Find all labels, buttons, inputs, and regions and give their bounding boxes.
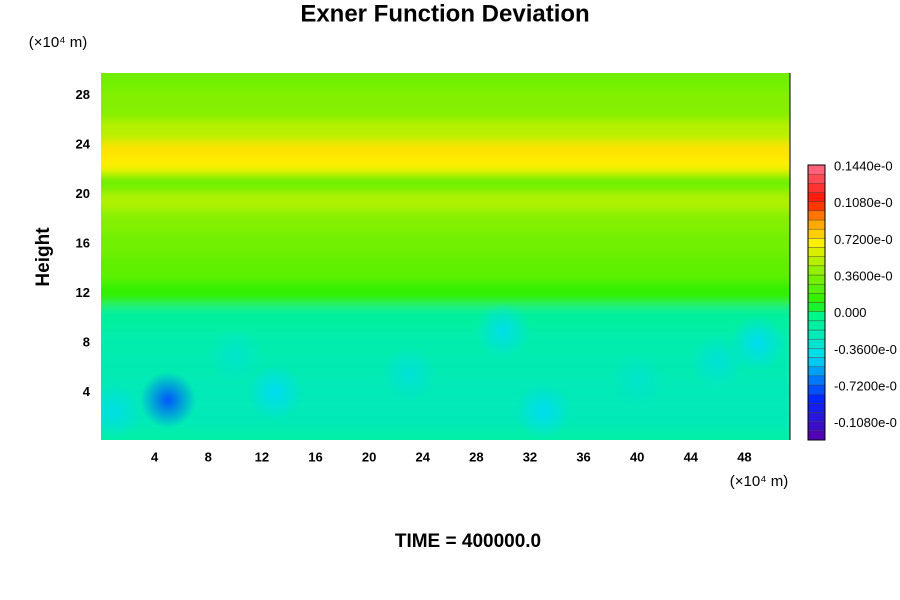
colorbar-cell xyxy=(807,256,826,267)
field-band xyxy=(101,173,790,192)
colorbar-cell xyxy=(807,311,826,322)
time-label: TIME = 400000.0 xyxy=(395,531,541,552)
x-tick-label: 20 xyxy=(362,449,376,464)
x-tick-label: 16 xyxy=(308,449,322,464)
field-spot xyxy=(101,383,143,440)
field-spot xyxy=(475,302,532,359)
field-layers xyxy=(101,73,790,440)
field-band xyxy=(101,142,790,158)
y-tick-label: 4 xyxy=(83,384,91,399)
x-unit: (×10⁴ m) xyxy=(730,473,789,490)
colorbar: 0.1440e-0 0.1080e-0 0.7200e-0 0.3600e-0 0.00… xyxy=(807,158,897,441)
x-tick-label: 44 xyxy=(684,449,699,464)
colorbar-cell xyxy=(807,219,826,230)
colorbar-cell xyxy=(807,201,826,212)
colorbar-tick-label: -0.1080e-0 xyxy=(834,415,897,430)
y-tick-label: 24 xyxy=(76,137,91,152)
y-tick-label: 8 xyxy=(83,335,90,350)
colorbar-cell xyxy=(807,247,826,257)
colorbar-cell xyxy=(807,357,826,367)
x-tick-label: 48 xyxy=(737,449,751,464)
x-tick-label: 24 xyxy=(415,449,430,464)
colorbar-cell xyxy=(807,274,826,285)
colorbar-cell xyxy=(807,164,826,175)
colorbar-cell xyxy=(807,283,826,294)
chart-title: Exner Function Deviation xyxy=(300,0,589,27)
colorbar-cell xyxy=(807,265,826,276)
colorbar-cell xyxy=(807,192,826,202)
field-spot xyxy=(689,333,746,390)
field-band xyxy=(101,256,790,282)
colorbar-cell xyxy=(807,393,826,404)
field-band xyxy=(101,281,790,306)
colorbar-cell xyxy=(807,302,826,312)
colorbar-tick-label: -0.7200e-0 xyxy=(834,378,897,393)
field-spot xyxy=(609,352,666,409)
colorbar-cell xyxy=(807,375,826,386)
x-tick-label: 32 xyxy=(523,449,537,464)
y-axis-label: Height xyxy=(33,227,54,287)
colorbar-cell xyxy=(807,348,826,358)
field-spot xyxy=(207,327,264,384)
field-spot xyxy=(247,364,304,421)
y-tick-label: 20 xyxy=(76,186,90,201)
colorbar-cell xyxy=(807,320,826,331)
colorbar-tick-label: -0.3600e-0 xyxy=(834,342,897,357)
field-band xyxy=(101,191,790,211)
colorbar-cell xyxy=(807,421,826,432)
x-tick-label: 4 xyxy=(151,449,159,464)
field-band xyxy=(101,231,790,257)
colorbar-cell xyxy=(807,430,826,441)
colorbar-cell xyxy=(807,412,826,422)
field-band xyxy=(101,429,790,440)
x-tick-label: 12 xyxy=(255,449,269,464)
y-unit: (×10⁴ m) xyxy=(29,34,88,51)
colorbar-tick-label: 0.000 xyxy=(834,305,867,320)
colorbar-cell xyxy=(807,329,826,340)
x-tick-label: 36 xyxy=(576,449,590,464)
colorbar-cell xyxy=(807,183,826,193)
field-band xyxy=(101,89,790,121)
field-band xyxy=(101,157,790,174)
field-band xyxy=(101,380,790,405)
colorbar-cell xyxy=(807,384,826,395)
colorbar-cell xyxy=(807,173,826,184)
field-band xyxy=(101,73,790,90)
field-spot xyxy=(515,383,572,440)
colorbar-tick-label: 0.7200e-0 xyxy=(834,232,893,247)
colorbar-tick-label: 0.1080e-0 xyxy=(834,195,893,210)
colorbar-cell xyxy=(807,403,826,413)
colorbar-cell xyxy=(807,366,826,377)
field-band xyxy=(101,404,790,430)
colorbar-border xyxy=(807,164,826,441)
field-band xyxy=(101,305,790,331)
y-tick-label: 12 xyxy=(76,285,90,300)
field-band xyxy=(101,210,790,232)
colorbar-cell xyxy=(807,210,826,221)
colorbar-cell xyxy=(807,293,826,303)
x-tick-label: 8 xyxy=(205,449,212,464)
y-tick-label: 16 xyxy=(76,236,90,251)
colorbar-cell xyxy=(807,228,826,239)
colorbar-cell xyxy=(807,338,826,349)
field-spot xyxy=(140,371,197,428)
x-tick-label: 40 xyxy=(630,449,644,464)
colorbar-cell xyxy=(807,238,826,248)
x-tick-label: 28 xyxy=(469,449,483,464)
colorbar-tick-label: 0.3600e-0 xyxy=(834,268,893,283)
y-tick-label: 28 xyxy=(76,87,90,102)
field xyxy=(101,73,790,440)
field-band xyxy=(101,120,790,143)
colorbar-tick-label: 0.1440e-0 xyxy=(834,158,893,173)
field-spot xyxy=(381,345,438,402)
